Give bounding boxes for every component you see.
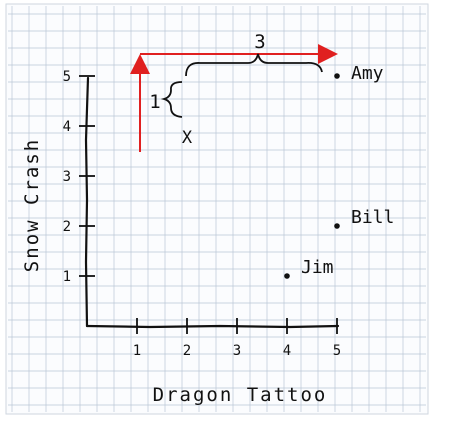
point-marker [334, 223, 340, 229]
point-marker [284, 273, 290, 279]
point-label: X [182, 128, 193, 148]
point-label: Amy [351, 63, 384, 84]
y-axis-label: Snow Crash [21, 138, 43, 272]
x-axis-label: Dragon Tattoo [153, 384, 328, 406]
x-axis-line [87, 326, 338, 327]
x-tick-label: 3 [233, 343, 241, 359]
x-tick-label: 2 [183, 343, 191, 359]
horizontal-distance-label: 3 [254, 31, 265, 53]
point-label: Jim [301, 257, 334, 278]
y-tick-label: 1 [63, 269, 71, 285]
x-tick-label: 1 [133, 343, 141, 359]
y-tick-label: 2 [63, 219, 71, 235]
y-tick-label: 4 [63, 119, 71, 135]
point-marker [334, 73, 340, 79]
point-label: Bill [351, 207, 394, 228]
x-tick-label: 5 [333, 343, 341, 359]
y-tick-label: 5 [63, 69, 71, 85]
x-tick-label: 4 [283, 343, 291, 359]
vertical-distance-label: 1 [149, 91, 160, 113]
y-tick-label: 3 [63, 169, 71, 185]
data-point-x: X [182, 128, 193, 148]
